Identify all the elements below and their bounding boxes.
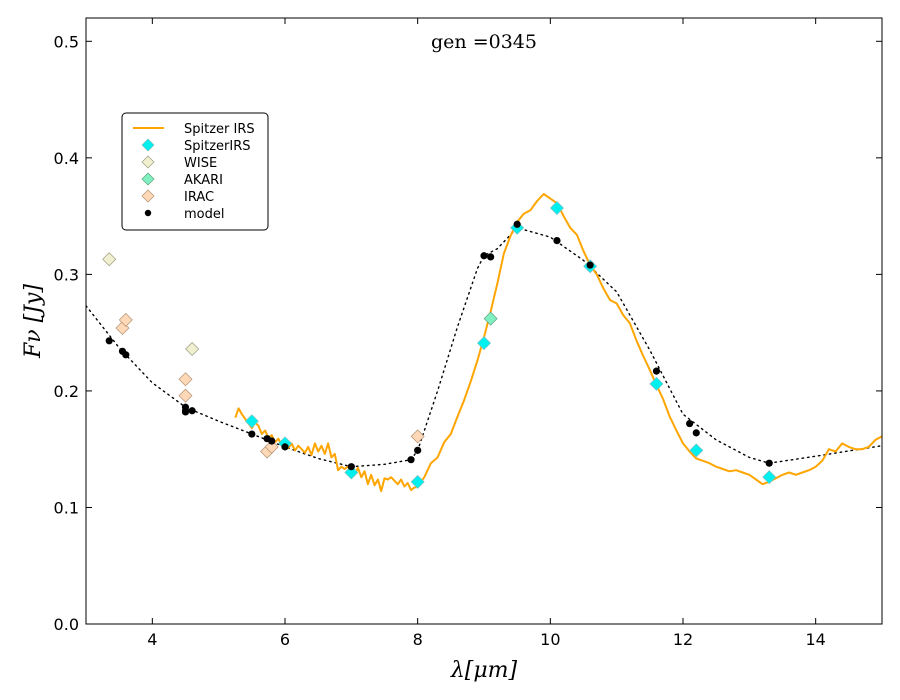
x-tick-label: 4 [147, 630, 157, 649]
x-tick-label: 14 [805, 630, 825, 649]
model-point [553, 236, 561, 245]
spitzerirs-marker [344, 465, 359, 480]
model-point [188, 407, 196, 415]
legend-frame [121, 112, 269, 231]
model-point [268, 437, 276, 445]
legend-label-irac: IRAC [184, 190, 214, 205]
model-curve [86, 227, 882, 468]
model-point [765, 459, 773, 467]
model-point [586, 261, 594, 269]
legend-swatch-wise [141, 155, 155, 169]
spitzerirs-marker [410, 474, 425, 489]
model-point [513, 220, 521, 228]
y-tick-label: 0.0 [54, 615, 79, 634]
legend: Spitzer IRS SpitzerIRS WISE AKARI IRAC m… [121, 112, 269, 231]
irac-marker [178, 388, 193, 403]
legend-swatch-model [144, 209, 152, 217]
model-point [181, 407, 190, 415]
model-point [692, 429, 700, 437]
legend-swatch-akari [141, 172, 155, 186]
y-tick-label: 0.2 [54, 382, 79, 401]
axis-ticks: 4 6 8 10 12 14 0.0 0.1 0.2 0.3 0.4 0.5 [54, 18, 882, 649]
spitzerirs-marker [549, 200, 564, 215]
irac-marker [115, 320, 130, 335]
chart-title: gen =0345 [431, 31, 537, 53]
model-point [487, 253, 495, 261]
x-axis-label: λ[μm] [450, 658, 518, 683]
spitzerirs-marker [477, 336, 491, 351]
model-point [407, 456, 415, 464]
model-point [122, 351, 130, 359]
legend-swatch-irac [141, 189, 155, 203]
model-point [414, 446, 422, 454]
spitzerirs-marker [244, 414, 259, 429]
legend-label-spitzerirs: SpitzerIRS [184, 139, 251, 154]
plot-frame [85, 17, 883, 625]
spitzerirs-marker [689, 443, 704, 458]
irac-marker [118, 312, 133, 327]
model-point [686, 419, 694, 428]
x-tick-label: 12 [673, 630, 693, 649]
x-tick-label: 10 [540, 630, 560, 649]
akari-marker [483, 311, 498, 326]
x-tick-label: 6 [280, 630, 290, 649]
model-point [480, 252, 488, 260]
y-tick-label: 0.5 [54, 32, 79, 51]
spitzer-irs-spectrum-line [234, 193, 882, 493]
legend-label-wise: WISE [184, 156, 217, 171]
plot-area [86, 193, 882, 493]
model-point [105, 337, 113, 345]
spitzerirs-marker [649, 376, 664, 391]
x-tick-label: 8 [413, 630, 423, 649]
legend-swatch-spitzerirs [141, 138, 155, 152]
model-point [347, 463, 355, 471]
wise-marker [185, 341, 200, 356]
legend-label-spitzer-irs-line: Spitzer IRS [184, 122, 255, 137]
y-tick-label: 0.4 [54, 149, 79, 168]
model-point [281, 443, 289, 451]
y-tick-label: 0.3 [54, 265, 79, 284]
irac-marker [264, 439, 279, 454]
legend-label-model: model [184, 207, 224, 222]
y-axis-label: Fν [Jy] [21, 284, 46, 359]
irac-marker [410, 429, 425, 444]
model-point [652, 367, 661, 375]
spitzerirs-marker [762, 470, 777, 485]
wise-marker [102, 252, 117, 267]
irac-marker [178, 372, 193, 387]
legend-label-akari: AKARI [184, 173, 223, 188]
model-point [248, 430, 256, 438]
y-tick-label: 0.1 [54, 498, 79, 517]
